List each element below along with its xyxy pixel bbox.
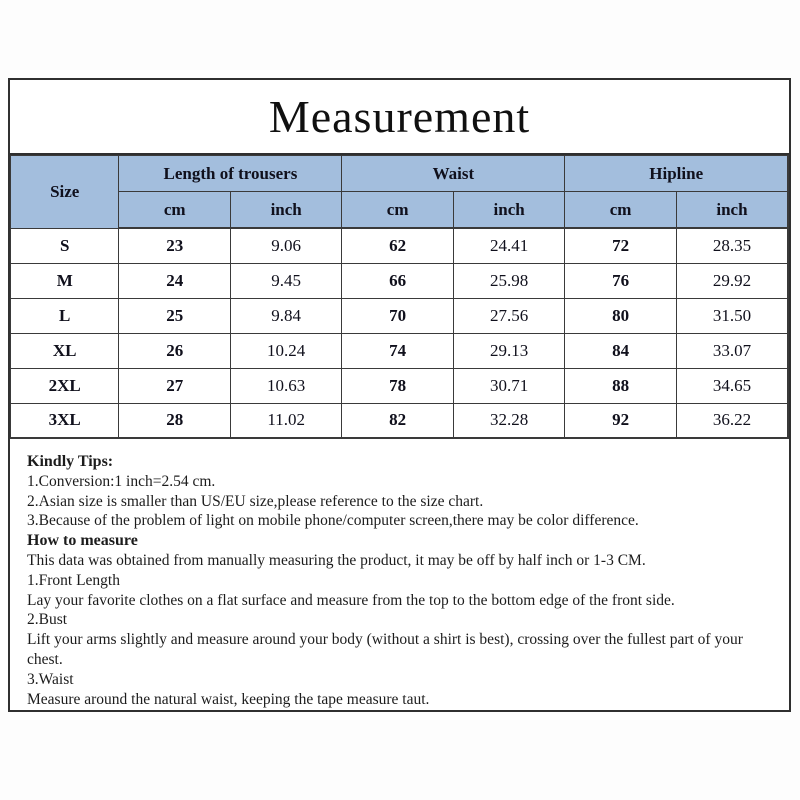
measure-line: Lift your arms slightly and measure arou… <box>27 631 743 668</box>
table-cell: 28.35 <box>675 227 789 264</box>
table-row: 2XL 27 10.63 78 30.71 88 34.65 <box>9 367 789 404</box>
measure-line: This data was obtained from manually mea… <box>27 551 646 569</box>
col-header-size: Size <box>9 155 120 229</box>
table-cell: 32.28 <box>452 402 566 439</box>
table-cell: 11.02 <box>229 402 343 439</box>
table-row: S 23 9.06 62 24.41 72 28.35 <box>9 227 789 264</box>
unit-header-hipline-cm: cm <box>564 191 677 229</box>
table-cell: 78 <box>341 367 454 404</box>
table-cell: 31.50 <box>675 297 789 334</box>
table-cell: 66 <box>341 262 454 299</box>
tips-section: Kindly Tips: 1.Conversion:1 inch=2.54 cm… <box>10 439 789 709</box>
table-cell: 9.06 <box>229 227 343 264</box>
size-label: M <box>9 262 120 299</box>
table-cell: 76 <box>564 262 677 299</box>
table-cell: 23 <box>118 227 231 264</box>
table-row: 3XL 28 11.02 82 32.28 92 36.22 <box>9 402 789 439</box>
measure-line: Lay your favorite clothes on a flat surf… <box>27 591 675 609</box>
unit-header-length-cm: cm <box>118 191 231 229</box>
table-cell: 9.84 <box>229 297 343 334</box>
table-cell: 24 <box>118 262 231 299</box>
col-header-length-of-trousers: Length of trousers <box>118 155 343 192</box>
table-cell: 84 <box>564 332 677 369</box>
table-cell: 92 <box>564 402 677 439</box>
table-cell: 27 <box>118 367 231 404</box>
table-row: XL 26 10.24 74 29.13 84 33.07 <box>9 332 789 369</box>
table-cell: 29.13 <box>452 332 566 369</box>
unit-header-length-inch: inch <box>229 191 343 229</box>
size-table: Size Length of trousers Waist Hipline cm… <box>9 155 790 439</box>
unit-header-waist-inch: inch <box>452 191 566 229</box>
table-group-header-row: Size Length of trousers Waist Hipline <box>9 155 790 229</box>
table-row: M 24 9.45 66 25.98 76 29.92 <box>9 262 789 299</box>
table-unit-header-row: cm inch cm inch cm inch <box>11 191 789 229</box>
table-cell: 74 <box>341 332 454 369</box>
measure-line: 3.Waist <box>27 670 74 688</box>
table-cell: 70 <box>341 297 454 334</box>
table-cell: 25.98 <box>452 262 566 299</box>
measure-line: 2.Bust <box>27 611 68 629</box>
table-cell: 88 <box>564 367 677 404</box>
table-cell: 62 <box>341 227 454 264</box>
col-header-hipline: Hipline <box>564 155 790 192</box>
table-row: L 25 9.84 70 27.56 80 31.50 <box>9 297 789 334</box>
table-cell: 25 <box>118 297 231 334</box>
table-cell: 10.63 <box>229 367 343 404</box>
table-cell: 34.65 <box>675 367 789 404</box>
table-cell: 27.56 <box>452 297 566 334</box>
table-cell: 33.07 <box>675 332 789 369</box>
table-cell: 82 <box>341 402 454 439</box>
page-title: Measurement <box>268 91 531 142</box>
table-cell: 80 <box>564 297 677 334</box>
kindly-tip-line: 2.Asian size is smaller than US/EU size,… <box>27 492 484 510</box>
title-box: Measurement <box>10 80 789 155</box>
table-cell: 28 <box>118 402 231 439</box>
size-label: 3XL <box>9 402 120 439</box>
kindly-tip-line: 1.Conversion:1 inch=2.54 cm. <box>27 472 216 490</box>
how-to-measure-heading: How to measure <box>27 532 138 550</box>
unit-header-waist-cm: cm <box>341 191 454 229</box>
size-label: 2XL <box>9 367 120 404</box>
table-cell: 30.71 <box>452 367 566 404</box>
table-cell: 10.24 <box>229 332 343 369</box>
kindly-tips-heading: Kindly Tips: <box>27 453 114 470</box>
measure-line: Measure around the natural waist, keepin… <box>27 690 430 708</box>
size-label: L <box>9 297 120 334</box>
measurement-card: Measurement Size Length of trousers Wais… <box>8 78 791 712</box>
table-cell: 9.45 <box>229 262 343 299</box>
measure-line: 1.Front Length <box>27 571 120 589</box>
col-header-waist: Waist <box>341 155 566 192</box>
table-cell: 36.22 <box>675 402 789 439</box>
unit-header-hipline-inch: inch <box>675 191 789 229</box>
table-cell: 24.41 <box>452 227 566 264</box>
size-label: XL <box>9 332 120 369</box>
table-cell: 29.92 <box>675 262 789 299</box>
table-cell: 26 <box>118 332 231 369</box>
kindly-tip-line: 3.Because of the problem of light on mob… <box>27 512 639 530</box>
size-label: S <box>9 227 120 264</box>
table-cell: 72 <box>564 227 677 264</box>
